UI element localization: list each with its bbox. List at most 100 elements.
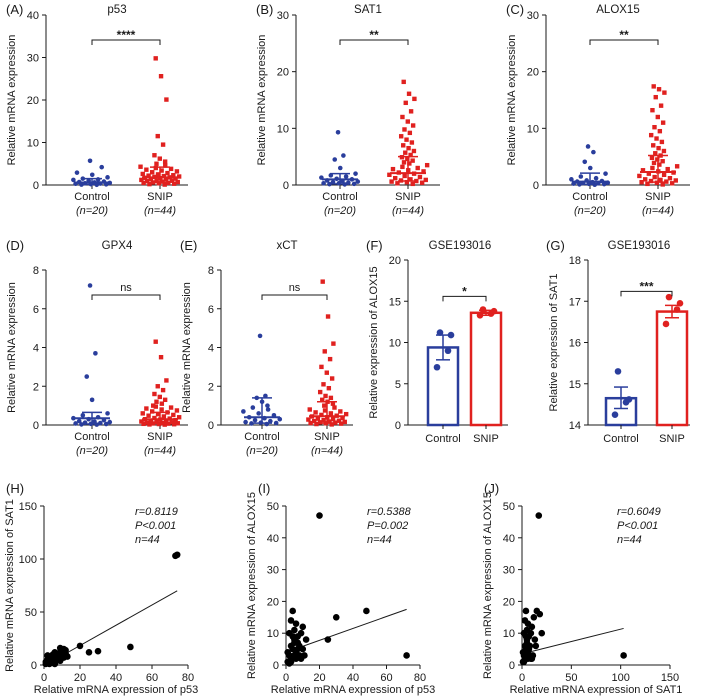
data-point: [160, 179, 165, 184]
data-point: [404, 179, 410, 185]
data-point: [257, 333, 263, 339]
data-point: [164, 378, 169, 383]
data-point: [312, 418, 317, 424]
category-label: Control: [74, 191, 109, 203]
panel-e: (E) xCT 0 2 4 6 8 Relative mRNA expression Contr…: [180, 238, 353, 457]
panel-label: (F): [366, 238, 383, 253]
data-point: [657, 128, 663, 134]
y-axis-title: Relative mRNA expression of ALOX15: [482, 492, 494, 679]
y-tick-label: 0: [273, 660, 279, 672]
data-point: [423, 177, 428, 183]
y-tick-label: 10: [527, 123, 539, 135]
data-point: [174, 169, 180, 174]
y-tick-label: 20: [389, 255, 401, 267]
data-point: [530, 614, 538, 621]
data-point: [398, 134, 404, 139]
data-point: [476, 311, 484, 319]
data-point: [521, 642, 529, 650]
x-tick-label: 150: [661, 672, 679, 684]
stat-p: P<0.001: [617, 520, 658, 532]
data-point: [162, 397, 168, 403]
data-point: [286, 629, 293, 637]
x-tick-label: 0: [519, 672, 525, 684]
significance-label: ns: [120, 282, 132, 294]
data-point: [410, 158, 415, 163]
category-label: SNIP: [147, 191, 173, 203]
data-point: [146, 413, 151, 418]
data-point: [321, 181, 326, 186]
data-point: [144, 406, 149, 411]
y-axis-title: Relative mRNA expression: [6, 35, 18, 166]
data-point: [651, 160, 657, 166]
category-label: Control: [322, 191, 357, 203]
group-sample-size: (n=44): [642, 205, 674, 217]
data-point: [653, 94, 658, 100]
y-tick-label: 10: [503, 628, 515, 640]
data-point: [653, 151, 658, 156]
data-point: [159, 407, 164, 412]
data-point: [411, 148, 417, 154]
data-point: [479, 306, 487, 313]
y-tick-label: 100: [19, 554, 37, 566]
data-point: [353, 171, 358, 176]
x-tick-label: 50: [565, 672, 577, 684]
y-tick-label: 10: [389, 338, 401, 350]
data-point: [332, 405, 337, 410]
data-point: [317, 389, 323, 395]
data-point: [291, 626, 298, 634]
x-tick-label: 20: [313, 672, 325, 684]
data-point: [342, 419, 347, 425]
data-point: [273, 420, 279, 426]
data-point: [662, 320, 670, 328]
data-point: [56, 657, 64, 665]
data-point: [105, 175, 110, 180]
panel-f: (F) GSE193016 0 5 10 15 20 Relative expression …: [366, 238, 508, 445]
data-point: [401, 160, 407, 165]
data-point: [154, 399, 159, 404]
y-tick-label: 0: [395, 420, 401, 432]
data-point: [171, 181, 177, 186]
y-tick-label: 16: [569, 338, 581, 350]
x-tick-label: 60: [146, 672, 158, 684]
data-point: [410, 123, 416, 128]
data-point: [625, 396, 633, 403]
data-point: [328, 411, 334, 416]
data-point: [393, 176, 398, 181]
data-point: [651, 143, 656, 148]
data-point: [403, 150, 408, 155]
data-point: [665, 166, 670, 172]
data-point: [144, 167, 149, 172]
y-tick-label: 0: [283, 180, 289, 192]
data-point: [175, 421, 180, 426]
data-point: [159, 168, 164, 173]
y-tick-label: 50: [503, 501, 515, 513]
data-point: [519, 648, 527, 656]
data-point: [327, 356, 333, 362]
data-point: [405, 119, 410, 124]
group-sample-size: (n=44): [311, 445, 343, 457]
data-point: [409, 140, 415, 145]
data-point: [337, 165, 343, 171]
data-point: [147, 422, 152, 427]
panel-g: (G) GSE193016 14 15 16 17 18 Relative expressio…: [546, 238, 690, 445]
chart-title: SAT1: [354, 4, 382, 16]
category-label: Control: [603, 433, 638, 445]
data-point: [532, 642, 540, 650]
data-point: [153, 404, 159, 409]
category-label: SNIP: [395, 191, 421, 203]
y-tick-label: 2: [208, 381, 214, 393]
significance-label: ***: [639, 279, 653, 293]
data-point: [148, 176, 154, 182]
data-point: [173, 176, 178, 181]
data-point: [299, 645, 307, 653]
data-point: [89, 397, 95, 403]
data-point: [324, 370, 329, 375]
data-point: [652, 174, 657, 180]
y-tick-label: 50: [25, 607, 37, 619]
data-point: [171, 412, 176, 418]
data-point: [402, 127, 407, 132]
data-point: [403, 652, 410, 659]
data-point: [64, 653, 71, 660]
significance-bracket: [339, 39, 409, 45]
